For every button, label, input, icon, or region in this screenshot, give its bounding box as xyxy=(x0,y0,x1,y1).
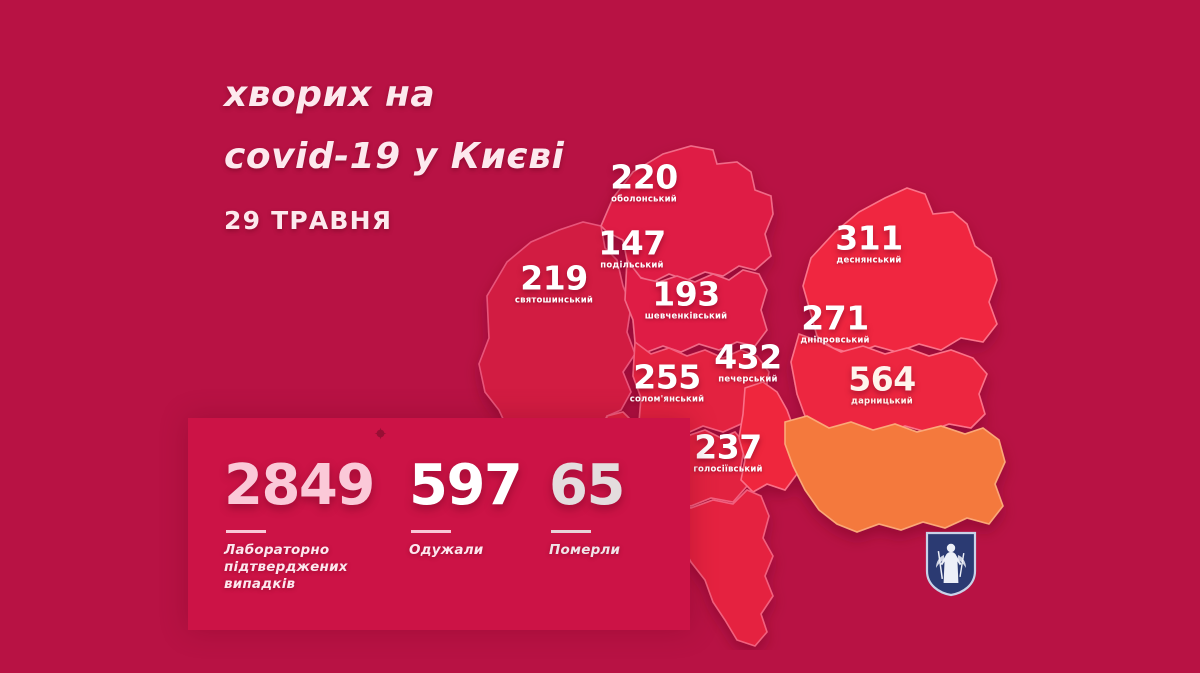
district-shape-darnytskyi xyxy=(784,415,1006,533)
stat-recovered-value: 597 xyxy=(409,453,523,518)
stat-confirmed-label-line-2: підтверджених xyxy=(224,559,348,575)
stat-recovered-rule xyxy=(411,530,451,533)
stat-recovered-label: Одужали xyxy=(409,542,484,558)
stat-confirmed: 2849 Лабораторно підтверджених випадків xyxy=(224,458,409,593)
stat-confirmed-rule xyxy=(226,530,266,533)
headline-line-1: хворих на xyxy=(224,74,436,115)
headline-line-2: covid-19 у Києві xyxy=(224,136,565,177)
stat-confirmed-label: Лабораторно підтверджених випадків xyxy=(224,542,409,593)
district-shape-desnianskyi xyxy=(802,187,998,355)
stats-row: 2849 Лабораторно підтверджених випадків … xyxy=(224,458,659,593)
stat-died-label: Померли xyxy=(549,542,621,558)
stat-recovered: 597 Одужали xyxy=(409,458,549,559)
title-block: хворих на covid-19 у Києві 29 ТРАВНЯ xyxy=(224,64,644,235)
stat-confirmed-label-line-3: випадків xyxy=(224,576,296,592)
kyiv-coat-of-arms-icon xyxy=(925,531,977,597)
decorative-mark-icon xyxy=(374,427,387,440)
stat-died-rule xyxy=(551,530,591,533)
district-shape-pecherskyi xyxy=(738,381,798,493)
stat-confirmed-value: 2849 xyxy=(224,453,375,518)
stat-confirmed-label-line-1: Лабораторно xyxy=(224,542,330,558)
stat-died: 65 Померли xyxy=(549,458,659,559)
date-label: 29 ТРАВНЯ xyxy=(224,206,393,235)
statistics-panel: 2849 Лабораторно підтверджених випадків … xyxy=(188,418,690,630)
stat-died-value: 65 xyxy=(549,453,625,518)
district-shape-sviatoshynskyi xyxy=(478,221,636,447)
